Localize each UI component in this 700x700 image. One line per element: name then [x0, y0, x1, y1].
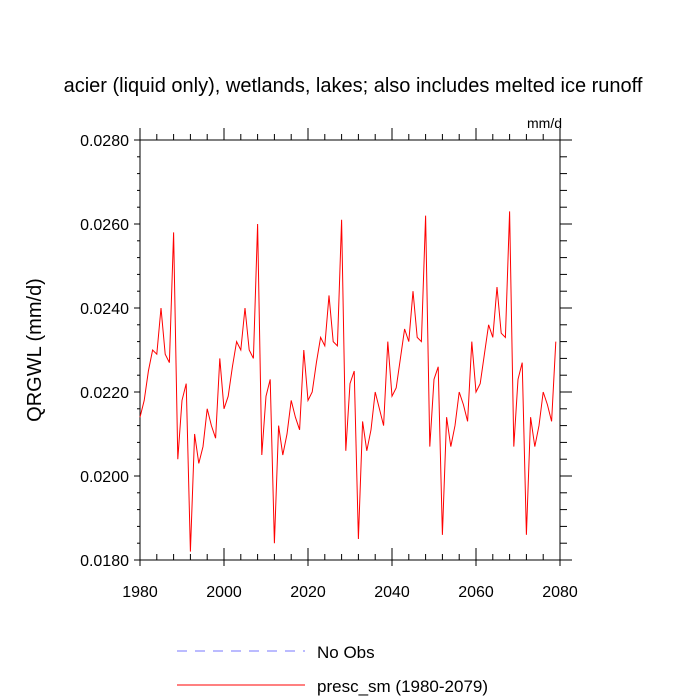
series-lines	[139, 211, 557, 552]
y-tick-label: 0.0240	[80, 301, 129, 318]
y-tick-label: 0.0200	[80, 469, 129, 486]
units-label: mm/d	[527, 115, 562, 131]
y-tick-labels: 0.0180 0.0200 0.0220 0.0240 0.0260 0.0280	[80, 133, 129, 570]
y-tick-label: 0.0260	[80, 217, 129, 234]
x-tick-label: 2040	[374, 584, 410, 601]
x-tick-label: 1980	[122, 584, 158, 601]
x-tick-labels: 1980 2000 2020 2040 2060 2080	[122, 584, 578, 601]
chart-title: acier (liquid only), wetlands, lakes; al…	[64, 75, 643, 97]
y-axis-label: QRGWL (mm/d)	[24, 278, 46, 422]
x-tick-label: 2020	[290, 584, 326, 601]
y-tick-label: 0.0220	[80, 385, 129, 402]
series-line-1	[139, 211, 557, 552]
axis-ticks	[134, 128, 572, 566]
y-tick-label: 0.0280	[80, 133, 129, 150]
y-tick-label: 0.0180	[80, 553, 129, 570]
x-tick-label: 2060	[458, 584, 494, 601]
x-tick-label: 2080	[542, 584, 578, 601]
legend-label-no-obs: No Obs	[317, 643, 375, 662]
plot-frame	[139, 139, 561, 561]
legend: No Obs presc_sm (1980-2079)	[177, 643, 488, 696]
x-tick-label: 2000	[206, 584, 242, 601]
legend-label-presc-sm: presc_sm (1980-2079)	[317, 677, 488, 696]
